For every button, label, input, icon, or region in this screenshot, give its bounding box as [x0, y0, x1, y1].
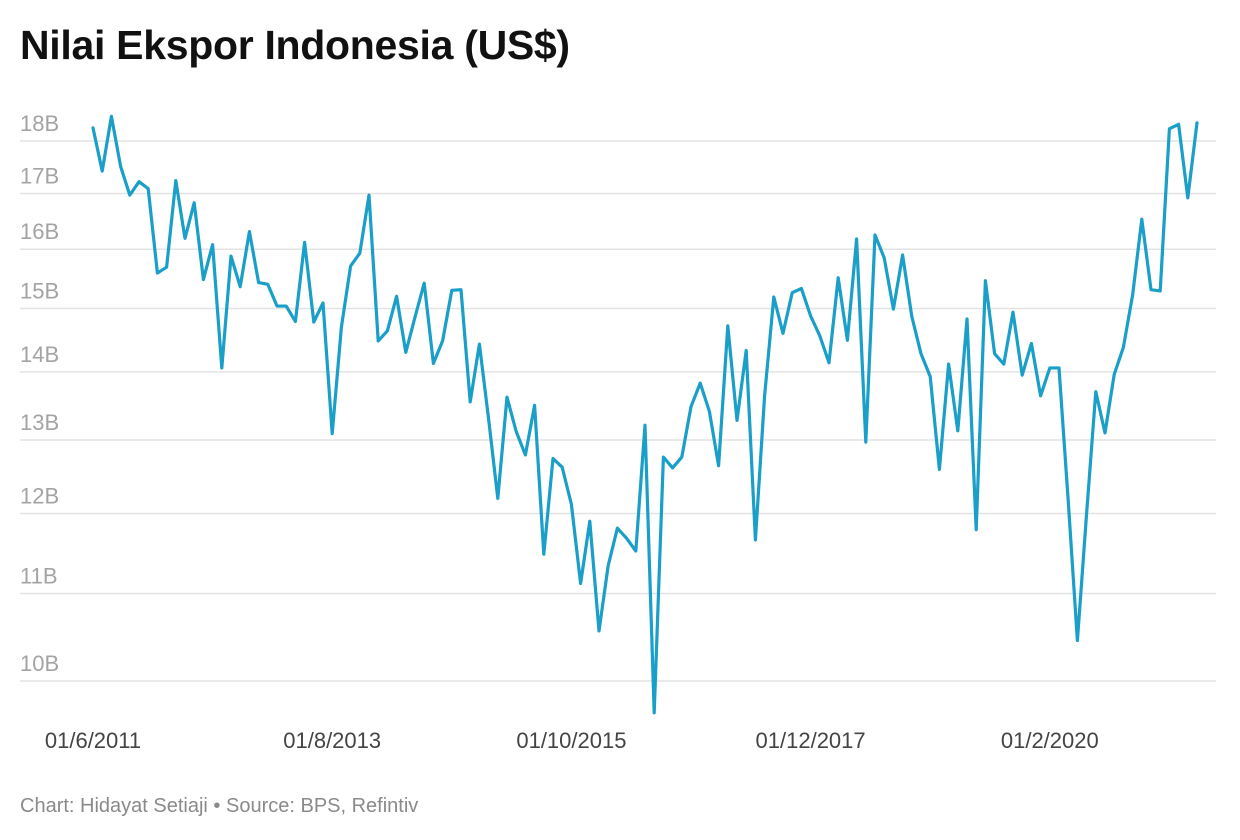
series-line — [91, 114, 1199, 715]
chart-credit: Chart: Hidayat Setiaji — [20, 795, 208, 817]
y-tick-label: 16B — [20, 219, 59, 244]
x-tick-label: 01/10/2015 — [516, 728, 626, 753]
y-tick-label: 12B — [20, 484, 59, 509]
y-tick-label: 11B — [20, 563, 58, 588]
x-tick-label: 01/2/2020 — [1001, 728, 1099, 753]
x-tick-label: 01/8/2013 — [283, 728, 381, 753]
chart-source: Source: BPS, Refintiv — [226, 795, 419, 817]
series-group — [91, 114, 1199, 715]
x-tick-label: 01/6/2011 — [45, 728, 141, 753]
y-tick-label: 18B — [20, 111, 59, 136]
x-axis-ticks: 01/6/2011 01/8/2013 01/10/2015 01/12/2017 01… — [45, 728, 1099, 753]
x-tick-label: 01/12/2017 — [756, 728, 866, 753]
y-tick-label: 13B — [20, 410, 59, 435]
gridlines — [20, 140, 1216, 682]
chart-footer: Chart: Hidayat Setiaji • Source: BPS, Re… — [20, 795, 418, 818]
y-tick-label: 14B — [20, 342, 59, 367]
y-axis-ticks: 10B 11B 12B 13B 14B 15B 16B 17B 18B — [20, 111, 59, 676]
y-tick-label: 17B — [20, 164, 59, 189]
y-tick-label: 10B — [20, 651, 59, 676]
y-tick-label: 15B — [20, 278, 59, 303]
footer-separator: • — [207, 795, 226, 817]
chart-title: Nilai Ekspor Indonesia (US$) — [20, 22, 570, 68]
